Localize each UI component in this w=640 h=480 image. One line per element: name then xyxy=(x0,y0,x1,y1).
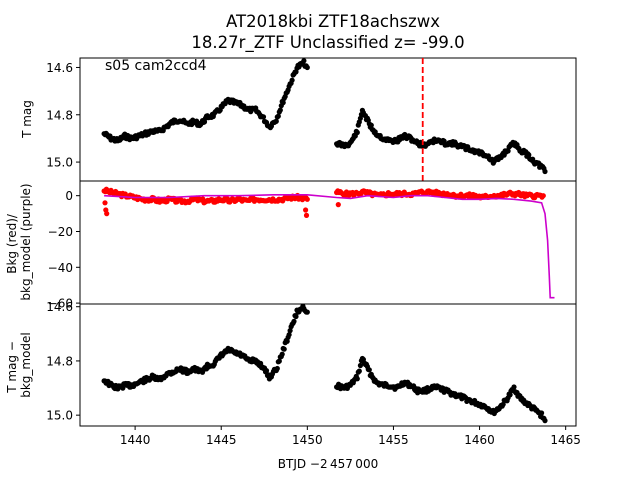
panel-tmag-ylabel: T mag xyxy=(20,100,34,139)
panel-background-ytick-label: −60 xyxy=(48,297,73,311)
tmag-point xyxy=(273,118,279,124)
tmag-point xyxy=(542,168,548,175)
corrected-point xyxy=(500,401,506,407)
x-tick-label: 1455 xyxy=(378,433,409,447)
panel-background: 0 −20 −40 −60 Bkg (red)/ bkg_model (purple) xyxy=(5,180,577,311)
tmag-point xyxy=(289,77,295,83)
corrected-point xyxy=(511,384,517,390)
bkg-outlier xyxy=(102,200,108,206)
tmag-point xyxy=(277,107,283,113)
panel-tmag: 14.6 14.8 15.0 s05 cam2ccd4 T mag xyxy=(20,57,577,182)
corrected-point xyxy=(356,368,362,374)
panel-corrected-ylabel-line2: bkg_model xyxy=(19,332,33,398)
panel-corrected-ylabel-line1: T mag − xyxy=(5,341,19,394)
x-tick-label: 1465 xyxy=(550,433,581,447)
corrected-point xyxy=(120,385,126,391)
bkg-outlier xyxy=(303,212,310,218)
corrected-point xyxy=(293,313,299,320)
bkg-model-line xyxy=(104,194,555,299)
tmag-point xyxy=(304,64,310,71)
panel-background-ytick-label: 0 xyxy=(65,189,73,203)
tmag-point xyxy=(368,122,374,128)
corrected-point xyxy=(263,368,270,374)
panel-tmag-ytick-label: 14.8 xyxy=(46,108,73,122)
corrected-point xyxy=(281,346,287,352)
corrected-point xyxy=(304,309,310,315)
corrected-point xyxy=(276,358,282,364)
chart-title-line2: 18.27r_ZTF Unclassified z= -99.0 xyxy=(191,33,464,53)
tmag-point xyxy=(526,152,532,158)
panel-corrected-ytick-label: 15.0 xyxy=(46,409,73,423)
panel-corrected-frame xyxy=(79,303,577,427)
x-axis-label: BTJD −2 457 000 xyxy=(278,457,378,471)
panel-background-ylabel-line1: Bkg (red)/ xyxy=(5,213,19,274)
x-tick-label: 1460 xyxy=(464,433,495,447)
tmag-point xyxy=(260,114,267,120)
tmag-point xyxy=(354,129,360,136)
corrected-point xyxy=(287,328,293,334)
corrected-point xyxy=(542,418,548,424)
corrected-point xyxy=(291,318,297,324)
bkg-outlier xyxy=(104,211,110,217)
corrected-point xyxy=(279,351,285,357)
corrected-point xyxy=(274,365,280,372)
x-tick-label: 1450 xyxy=(292,433,323,447)
corrected-point xyxy=(357,362,363,369)
tmag-point xyxy=(280,100,286,106)
tmag-point xyxy=(301,58,307,64)
bkg-outlier xyxy=(303,207,309,213)
tmag-point xyxy=(275,113,281,119)
x-tick-label: 1440 xyxy=(120,433,151,447)
corrected-point xyxy=(286,332,292,338)
corrected-point xyxy=(284,338,290,344)
corrected-point xyxy=(539,410,545,416)
chart-title-line1: AT2018kbi ZTF18achszwx xyxy=(226,12,440,31)
bkg-point xyxy=(540,193,546,199)
panel-tmag-frame xyxy=(79,57,577,182)
panel-corrected: 14.6 14.8 15.0 1440 1445 1450 1455 1460 1465 T m… xyxy=(5,300,581,447)
panel-corrected-ylabel: T mag − bkg_model xyxy=(5,332,33,398)
panel-tmag-ytick-label: 14.6 xyxy=(46,61,73,75)
x-tick-label: 1445 xyxy=(206,433,237,447)
panel-corrected-ytick-label: 14.6 xyxy=(46,300,73,314)
panel-background-ytick-label: −40 xyxy=(48,261,73,275)
bkg-outlier xyxy=(335,202,341,208)
panel-background-ytick-label: −20 xyxy=(48,225,73,239)
panel-background-ylabel-line2: bkg_model (purple) xyxy=(19,183,33,300)
bkg-point xyxy=(304,196,310,202)
panel-background-ylabel: Bkg (red)/ bkg_model (purple) xyxy=(5,183,33,300)
corrected-point xyxy=(354,376,360,382)
panel-corrected-ytick-label: 14.8 xyxy=(46,354,73,368)
corrected-point xyxy=(366,367,372,373)
tmag-point xyxy=(505,148,511,154)
panel-tmag-annotation: s05 cam2ccd4 xyxy=(105,58,207,74)
panel-tmag-ytick-label: 15.0 xyxy=(46,156,73,170)
